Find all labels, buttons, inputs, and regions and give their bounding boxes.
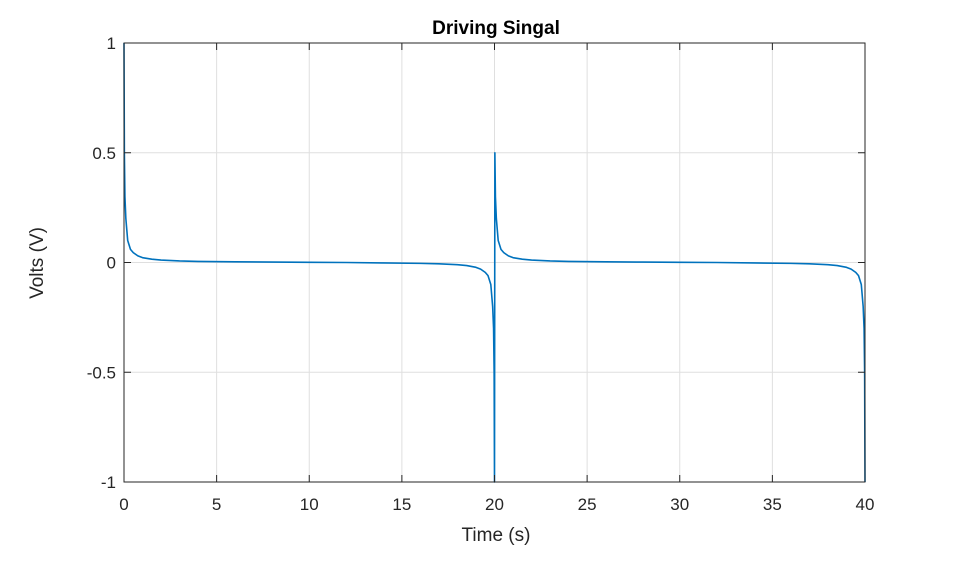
y-tick-label: 1 — [107, 34, 116, 53]
y-tick-label: 0.5 — [92, 144, 116, 163]
x-axis-label: Time (s) — [462, 525, 531, 546]
x-tick-label: 15 — [392, 495, 411, 514]
x-tick-label: 35 — [763, 495, 782, 514]
x-tick-label: 30 — [670, 495, 689, 514]
y-tick-label: -1 — [101, 473, 116, 492]
y-tick-label: -0.5 — [87, 363, 116, 382]
x-tick-label: 0 — [119, 495, 128, 514]
tick-labels: 0 5 10 15 20 25 30 35 40 -1 -0.5 0 0.5 1 — [87, 34, 875, 514]
x-tick-label: 10 — [300, 495, 319, 514]
tick-marks — [123, 42, 866, 483]
y-axis-label: Volts (V) — [27, 227, 48, 299]
chart-title: Driving Singal — [432, 18, 560, 39]
x-tick-label: 20 — [485, 495, 504, 514]
x-tick-label: 5 — [212, 495, 221, 514]
x-tick-label: 40 — [856, 495, 875, 514]
x-tick-label: 25 — [578, 495, 597, 514]
y-tick-label: 0 — [107, 254, 116, 273]
